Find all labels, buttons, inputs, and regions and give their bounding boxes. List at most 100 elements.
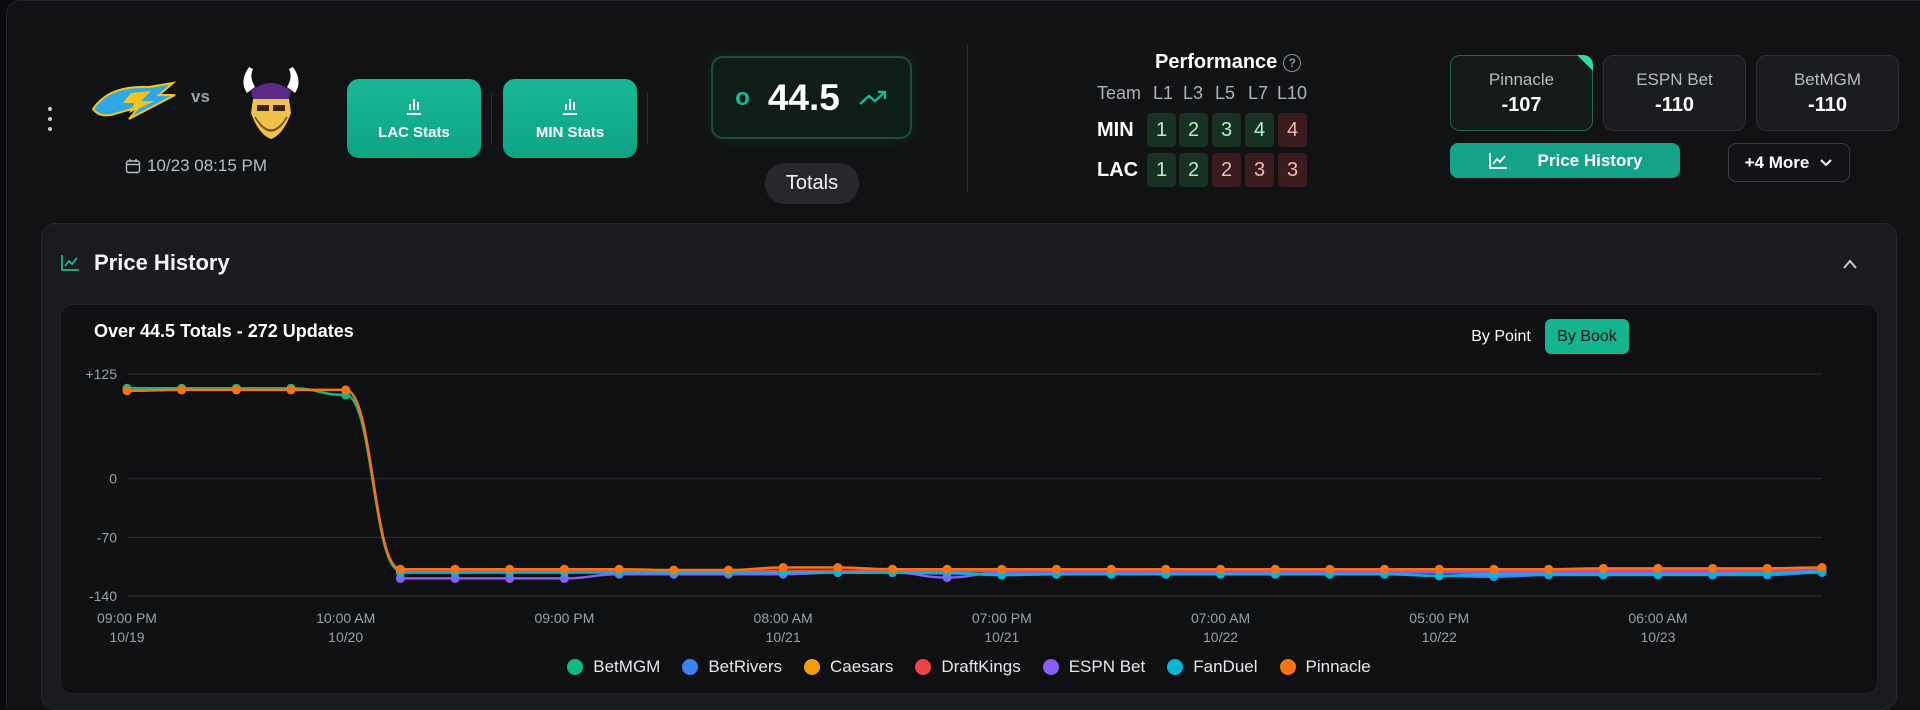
data-point [1762,563,1772,573]
data-point [778,563,788,573]
book-card-betmgm[interactable]: BetMGM -110 [1756,55,1899,131]
legend-label: DraftKings [941,657,1021,676]
data-point [122,386,132,396]
lac-stats-button[interactable]: LAC Stats [347,79,481,158]
vikings-logo [243,67,299,139]
legend-item[interactable]: Caesars [804,657,893,677]
line-chart-icon [61,255,79,271]
legend-label: Caesars [830,657,894,676]
chart-card: +125 0 -70 -140 09:00 PM 10/19 10:00 AM 10/20 09… [60,304,1878,694]
x-tick-date-label: 10/20 [328,629,363,645]
price-history-button[interactable]: Price History [1450,143,1680,178]
perf-team-min: MIN [1097,119,1134,141]
more-options-icon[interactable] [45,107,55,131]
legend-item[interactable]: BetMGM [567,657,660,677]
chevron-up-icon[interactable] [1842,258,1858,270]
help-icon[interactable]: ? [1283,53,1302,72]
versus-label: vs [191,87,210,106]
data-point [1216,564,1226,574]
data-point [1817,563,1827,573]
x-tick-date-label: 10/22 [1422,629,1457,645]
total-line-value: 44.5 [767,76,840,118]
min-stats-label: MIN Stats [535,124,605,141]
data-point [1434,564,1444,574]
data-point [1270,564,1280,574]
data-point [1052,564,1062,574]
data-point [1708,563,1718,573]
series-line-betmgm [126,386,1823,573]
lac-stats-label: LAC Stats [378,124,450,141]
data-point [286,385,296,395]
perf-cell: 3 [1278,153,1307,187]
data-point [614,564,624,574]
data-point [341,385,351,395]
legend-item[interactable]: FanDuel [1167,657,1258,677]
selected-corner-marker [1577,55,1593,71]
data-point [231,385,241,395]
by-book-toggle[interactable]: By Book [1545,319,1629,354]
perf-cell: 2 [1179,153,1208,187]
performance-title-text: Performance [1155,51,1278,73]
data-point [177,385,187,395]
book-card-pinnacle[interactable]: Pinnacle -107 [1450,55,1593,131]
x-tick-label: 07:00 AM [1191,610,1250,626]
book-price: -107 [1501,93,1542,116]
legend-swatch [567,659,584,675]
y-tick-label: -70 [97,529,117,545]
price-history-panel: Price History +125 0 -70 -140 09:00 PM 10/19 1… [41,223,1897,710]
x-tick-label: 09:00 PM [534,610,594,626]
data-point [1325,564,1335,574]
data-point [833,563,843,573]
data-point [1161,564,1171,574]
legend-label: Pinnacle [1305,657,1371,676]
x-tick-label: 10:00 AM [316,610,375,626]
book-name: BetMGM [1793,69,1862,89]
more-books-button[interactable]: +4 More [1728,143,1850,182]
panel-title: Price History [94,250,230,275]
legend-item[interactable]: ESPN Bet [1042,657,1145,677]
book-card-espn-bet[interactable]: ESPN Bet -110 [1603,55,1746,131]
data-point [1598,563,1608,573]
book-name: ESPN Bet [1636,69,1713,89]
data-point [669,565,679,575]
series-line-pinnacle [126,388,1823,572]
data-point [1489,564,1499,574]
panel-header: Price History [60,250,230,276]
game-datetime: 10/23 08:15 PM [125,156,267,176]
data-point [1653,563,1663,573]
data-point [942,564,952,574]
y-tick-label: 0 [109,471,117,487]
perf-header-l7: L7 [1248,83,1269,103]
calendar-icon [125,159,141,174]
legend-item[interactable]: Pinnacle [1279,657,1371,677]
more-books-label: +4 More [1744,152,1810,172]
chevron-down-icon [1820,158,1833,166]
app-frame: vs 10/23 08:15 PM LAC Stats MIN Stats o … [6,0,1920,710]
x-tick-date-label: 10/19 [109,629,144,645]
data-point [1380,564,1390,574]
perf-cell: 3 [1212,113,1241,147]
min-stats-button[interactable]: MIN Stats [503,79,637,158]
legend-swatch [804,659,821,675]
data-point [450,564,460,574]
legend-label: BetMGM [593,657,661,676]
by-point-toggle[interactable]: By Point [1471,327,1531,345]
data-point [1434,571,1444,581]
y-tick-label: +125 [85,366,117,382]
perf-team-lac: LAC [1097,159,1139,181]
x-tick-date-label: 10/22 [1203,629,1238,645]
over-under-indicator: o [735,83,750,111]
legend-item[interactable]: DraftKings [915,657,1021,677]
trending-up-icon [859,90,887,105]
bar-chart-icon [407,99,421,115]
performance-title: Performance ? [1155,51,1302,74]
book-name: Pinnacle [1488,69,1555,89]
x-tick-label: 06:00 AM [1628,610,1687,626]
legend-item[interactable]: BetRivers [682,657,782,677]
legend-swatch [682,659,699,675]
total-line-card[interactable]: o 44.5 [711,56,912,139]
data-point [1544,564,1554,574]
perf-header-l5: L5 [1215,83,1236,103]
perf-header-l3: L3 [1183,83,1204,103]
perf-header-l10: L10 [1277,83,1308,103]
